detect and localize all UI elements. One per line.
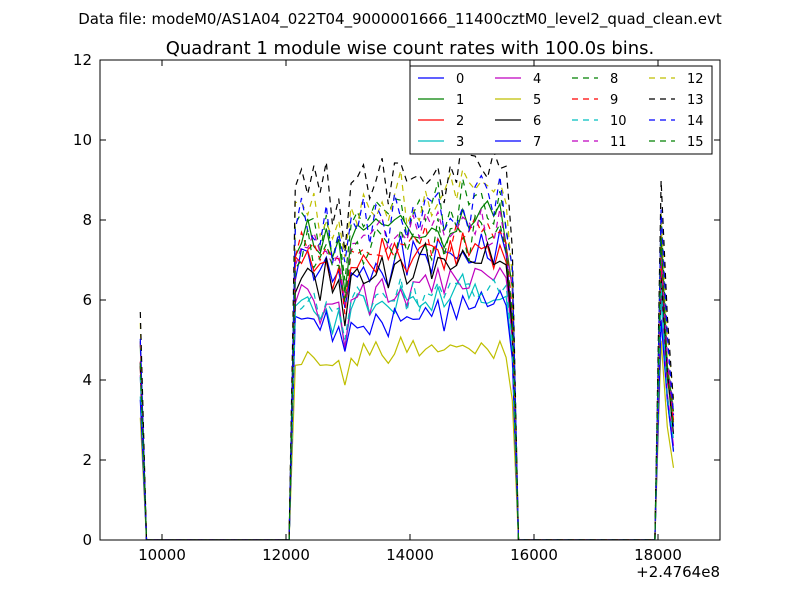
- x-offset-label: +2.4764e8: [636, 563, 720, 581]
- legend-frame: [409, 65, 713, 155]
- x-tick-label: 16000: [510, 546, 558, 564]
- series-line-1: [139, 199, 675, 540]
- legend-label-14: 14: [687, 114, 704, 129]
- y-tick-label: 6: [82, 291, 92, 309]
- y-tick-label: 12: [73, 51, 92, 69]
- legend-label-8: 8: [610, 72, 618, 87]
- series-line-0: [139, 229, 675, 540]
- x-tick-label: 10000: [138, 546, 186, 564]
- legend-label-5: 5: [533, 93, 541, 108]
- y-tick-label: 2: [82, 451, 92, 469]
- series-line-4: [139, 266, 675, 540]
- legend-label-2: 2: [456, 114, 464, 129]
- legend-label-11: 11: [610, 135, 627, 150]
- series-line-6: [139, 240, 675, 540]
- series-line-5: [139, 335, 675, 540]
- legend-label-6: 6: [533, 114, 541, 129]
- series-line-2: [139, 232, 675, 540]
- y-tick-label: 4: [82, 371, 92, 389]
- series-layer: [139, 133, 675, 540]
- series-line-3: [139, 272, 675, 540]
- y-tick-label: 8: [82, 211, 92, 229]
- legend-label-10: 10: [610, 114, 627, 129]
- legend-label-0: 0: [456, 72, 464, 87]
- x-tick-label: 12000: [262, 546, 310, 564]
- legend-label-12: 12: [687, 72, 704, 87]
- legend-label-15: 15: [687, 135, 704, 150]
- legend-label-9: 9: [610, 93, 618, 108]
- legend-label-13: 13: [687, 93, 704, 108]
- figure-suptitle: Data file: modeM0/AS1A04_022T04_90000016…: [78, 10, 722, 29]
- legend-label-4: 4: [533, 72, 541, 87]
- x-tick-label: 18000: [634, 546, 682, 564]
- legend-label-1: 1: [456, 93, 464, 108]
- legend-label-7: 7: [533, 135, 541, 150]
- legend-label-3: 3: [456, 135, 464, 150]
- series-line-7: [139, 289, 675, 540]
- y-tick-label: 0: [82, 531, 92, 549]
- y-tick-label: 10: [73, 131, 92, 149]
- x-tick-label: 14000: [386, 546, 434, 564]
- chart-title: Quadrant 1 module wise count rates with …: [166, 38, 655, 59]
